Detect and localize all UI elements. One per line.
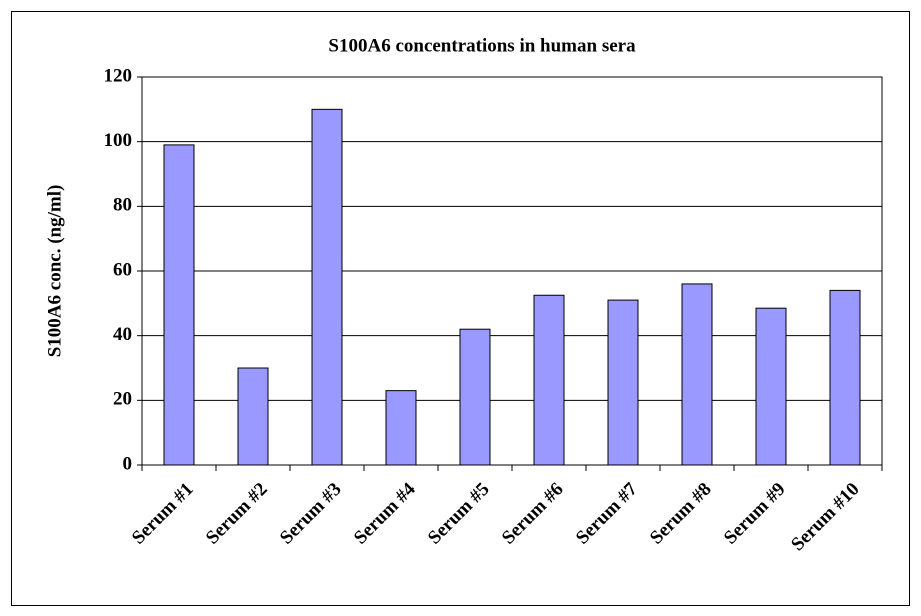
bar: [755, 307, 787, 466]
bar: [311, 108, 343, 466]
bar: [459, 328, 491, 466]
y-tick-label: 60: [113, 259, 132, 280]
bar: [829, 289, 861, 466]
y-tick-label: 20: [113, 389, 132, 410]
y-tick-label: 100: [104, 130, 133, 151]
bar: [163, 144, 195, 466]
y-tick-label: 120: [104, 65, 133, 86]
y-tick-label: 40: [113, 324, 132, 345]
bar: [607, 299, 639, 466]
bar: [681, 283, 713, 466]
y-tick-label: 0: [123, 453, 133, 474]
chart-title: S100A6 concentrations in human sera: [328, 35, 636, 56]
bar: [237, 367, 269, 466]
y-axis-label: S100A6 conc. (ng/ml): [44, 185, 65, 358]
y-tick-label: 80: [113, 195, 132, 216]
bar: [533, 294, 565, 466]
bar: [385, 390, 417, 466]
